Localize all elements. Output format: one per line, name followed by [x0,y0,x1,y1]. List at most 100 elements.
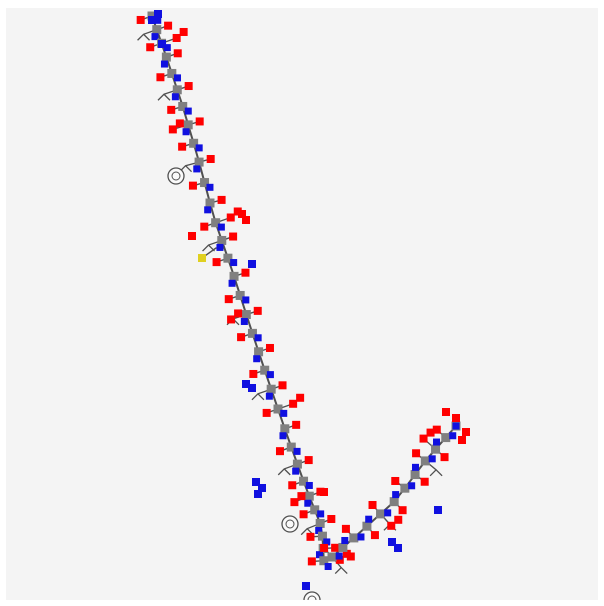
nitrogen-atom [182,128,190,136]
nitrogen-atom [408,482,416,490]
nitrogen-atom [216,243,224,251]
oxygen-atom [195,117,204,126]
nitrogen-atom [357,533,365,541]
aromatic-ring-inner [171,171,181,181]
oxygen-atom [462,428,470,436]
nitrogen-atom [452,422,460,430]
nitrogen-atom [248,260,256,268]
carbon-atom [292,459,302,469]
nitrogen-atom [148,16,156,24]
oxygen-atom [278,381,287,390]
carbon-atom [299,476,309,486]
oxygen-atom [226,213,235,222]
oxygen-atom [173,49,182,58]
oxygen-atom [306,532,315,541]
carbon-atom [266,384,276,394]
oxygen-atom [420,477,429,486]
carbon-atom [273,404,283,414]
carbon-atom [217,235,227,245]
nitrogen-atom [388,538,396,546]
oxygen-atom [200,222,209,231]
oxygen-atom [136,15,145,24]
carbon-atom [241,310,251,320]
nitrogen-atom [160,60,168,68]
carbon-atom [319,556,329,566]
aromatic-ring [167,167,185,185]
nitrogen-atom [324,562,332,570]
nitrogen-atom [240,317,248,325]
nitrogen-atom [392,491,400,499]
oxygen-atom [335,555,344,564]
carbon-atom [376,509,386,519]
nitrogen-atom [279,432,287,440]
oxygen-atom [249,369,258,378]
nitrogen-atom [151,33,159,41]
oxygen-atom [341,524,350,533]
oxygen-atom [432,425,441,434]
carbon-atom [410,470,420,480]
nitrogen-atom [315,527,323,535]
carbon-atom [310,505,320,515]
oxygen-atom [297,492,306,501]
carbon-atom [254,347,264,357]
carbon-atom [304,491,314,501]
oxygen-atom [167,105,176,114]
oxygen-atom [229,232,238,241]
nitrogen-atom [293,447,301,455]
nitrogen-atom [428,455,436,463]
oxygen-atom [241,268,250,277]
nitrogen-atom [252,478,260,486]
nitrogen-atom [174,74,182,82]
nitrogen-atom [242,296,250,304]
oxygen-atom [440,453,449,462]
nitrogen-atom [280,409,288,417]
nitrogen-atom [193,165,201,173]
bonds-layer [139,15,457,563]
carbon-atom [280,424,290,434]
nitrogen-atom [163,44,171,52]
carbon-atom [389,497,399,507]
oxygen-atom [188,232,196,240]
carbon-atom [194,157,204,167]
oxygen-atom [265,343,274,352]
nitrogen-atom [365,515,373,523]
molecule-viewer[interactable] [6,8,598,600]
carbon-atom [211,218,221,228]
oxygen-atom [188,181,197,190]
oxygen-atom [234,309,243,318]
oxygen-atom [452,414,460,422]
nitrogen-atom [254,334,262,342]
nitrogen-atom [154,10,162,18]
oxygen-atom [224,295,233,304]
nitrogen-atom [184,107,192,115]
carbon-atom [235,290,245,300]
carbon-atom [362,521,372,531]
oxygen-atom [346,552,355,561]
carbon-atom [167,68,177,78]
aromatic-ring [281,515,299,533]
carbon-atom [260,365,270,375]
oxygen-atom [398,506,407,515]
oxygen-atom [238,210,246,218]
oxygen-atom [419,434,428,443]
carbon-atom [200,178,210,188]
oxygen-atom [179,27,188,36]
oxygen-atom [242,216,250,224]
carbon-atom [229,271,239,281]
nitrogen-atom [242,380,250,388]
carbon-atom [286,442,296,452]
oxygen-atom [146,43,155,52]
oxygen-atom [458,436,466,444]
oxygen-atom [368,500,377,509]
carbon-atom [183,120,193,130]
oxygen-atom [164,21,173,30]
nitrogen-atom [317,510,325,518]
carbon-atom [400,483,410,493]
nitrogen-atom [258,484,266,492]
nitrogen-atom [204,206,212,214]
carbon-atom [178,101,188,111]
oxygen-atom [156,73,165,82]
oxygen-atom [442,408,450,416]
oxygen-atom [206,154,215,163]
atoms-layer [136,10,470,590]
